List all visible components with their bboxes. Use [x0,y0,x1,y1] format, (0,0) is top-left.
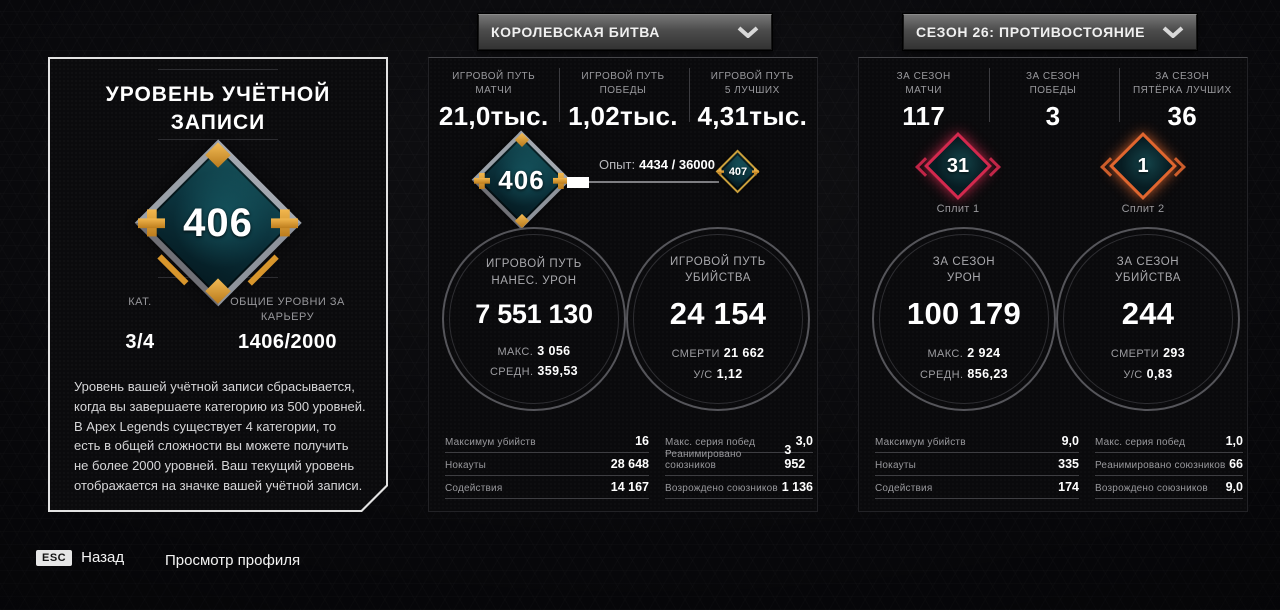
season-top-stats: ЗА СЕЗОН МАТЧИ 117 ЗА СЕЗОН ПОБЕДЫ 3 ЗА … [859,58,1247,133]
table-row: Реанимировано союзников 66 [1095,453,1243,476]
circle-substats: СМЕРТИ 21 662 У/С 1,12 [671,346,765,381]
table-row: Макс. серия побед 3,0 [665,430,813,453]
divider [559,68,560,122]
season-damage-value: 100 179 [906,296,1022,332]
next-level-badge: 407 [716,150,760,194]
current-level-badge: 406 [471,130,572,231]
ranked-split-badge: 31 [924,132,992,200]
category-value: 3/4 [125,331,155,353]
season-kills-value: 244 [1121,296,1175,332]
mode-dropdown-label: КОРОЛЕВСКАЯ БИТВА [491,24,660,40]
season-kills-circle: ЗА СЕЗОН УБИЙСТВА 244 СМЕРТИ 293 У/С 0,83 [1056,227,1240,411]
circle-label: ИГРОВОЙ ПУТЬ НАНЕС. УРОН [486,258,582,287]
divider [1119,68,1120,122]
career-top-stats: ИГРОВОЙ ПУТЬ МАТЧИ 21,0тыс. ИГРОВОЙ ПУТЬ… [429,58,817,133]
account-level-number: 406 [183,200,253,245]
circle-label: ИГРОВОЙ ПУТЬ УБИЙСТВА [670,255,766,285]
divider [689,68,690,122]
badge-gold-cross-icon [751,168,759,176]
circle-substats: МАКС. 3 056 СРЕДН. 359,53 [489,343,579,379]
split-value: 1 [1137,154,1149,177]
split-label: Сплит 1 [936,203,980,215]
ranked-split-2: 1 Сплит 2 [1088,132,1198,215]
table-row: Макс. серия побед 1,0 [1095,430,1243,453]
esc-key-badge: ESC [36,549,73,566]
current-level-number: 406 [498,165,545,195]
stat-wins: ИГРОВОЙ ПУТЬ ПОБЕДЫ 1,02тыс. [568,71,678,131]
table-row: Максимум убийств 16 [445,430,649,453]
chevron-down-icon [737,26,759,38]
stat-wins: ЗА СЕЗОН ПОБЕДЫ 3 [1025,71,1081,131]
table-row: Возрождено союзников 9,0 [1095,476,1243,499]
divider [158,69,278,70]
xp-progress-track [589,181,719,183]
career-stats-table-right: Макс. серия побед 3,0 Реанимировано союзн… [665,430,813,499]
xp-progress-fill [567,177,589,188]
table-row: Содействия 174 [875,476,1079,499]
back-button[interactable]: ESC Назад [36,549,124,566]
next-level-number: 407 [728,166,748,178]
career-levels-value: 1406/2000 [237,331,338,353]
badge-gold-cross-icon [271,209,298,236]
season-damage-circle: ЗА СЕЗОН УРОН 100 179 МАКС. 2 924 СРЕДН. 8… [872,227,1056,411]
stat-matches: ИГРОВОЙ ПУТЬ МАТЧИ 21,0тыс. [438,71,549,131]
season-stats-panel: ЗА СЕЗОН МАТЧИ 117 ЗА СЕЗОН ПОБЕДЫ 3 ЗА … [858,57,1248,512]
season-stats-table-left: Максимум убийств 9,0 Нокауты 335 Содействи… [875,430,1079,499]
season-dropdown[interactable]: СЕЗОН 26: ПРОТИВОСТОЯНИЕ [903,14,1197,50]
table-row: Максимум убийств 9,0 [875,430,1079,453]
badge-gold-cross-icon [717,168,725,176]
mode-dropdown[interactable]: КОРОЛЕВСКАЯ БИТВА [478,14,772,50]
account-level-badge: 406 [138,143,298,303]
table-row: Реанимировано союзников 3 952 [665,443,813,476]
view-profile-button[interactable]: Просмотр профиля [165,552,301,569]
stat-top5: ЗА СЕЗОН ПЯТЁРКА ЛУЧШИХ 36 [1132,71,1232,131]
account-level-title: УРОВЕНЬ УЧЁТНОЙ ЗАПИСИ [105,83,331,135]
stat-top5: ИГРОВОЙ ПУТЬ 5 ЛУЧШИХ 4,31тыс. [697,71,808,131]
account-level-panel-body: УРОВЕНЬ УЧЁТНОЙ ЗАПИСИ 406 КАТ. ОБЩИЕ УР… [50,59,386,510]
split-label: Сплит 2 [1121,203,1165,215]
career-stats-table-left: Максимум убийств 16 Нокауты 28 648 Содейст… [445,430,649,499]
xp-label: Опыт: 4434 / 36000 [599,157,715,172]
badge-gold-cross-icon [552,172,569,189]
career-damage-circle: ИГРОВОЙ ПУТЬ НАНЕС. УРОН 7 551 130 МАКС.… [442,227,626,411]
table-row: Возрождено союзников 1 136 [665,476,813,499]
circle-label: ЗА СЕЗОН УРОН [932,255,996,285]
badge-gold-cross-icon [474,172,491,189]
table-row: Нокауты 28 648 [445,453,649,476]
ranked-split-badge: 1 [1109,132,1177,200]
category-label: КАТ. [128,296,152,308]
circle-label: ЗА СЕЗОН УБИЙСТВА [1114,255,1182,285]
account-level-panel: УРОВЕНЬ УЧЁТНОЙ ЗАПИСИ 406 КАТ. ОБЩИЕ УР… [48,57,388,512]
circle-substats: СМЕРТИ 293 У/С 0,83 [1110,346,1186,381]
circle-substats: МАКС. 2 924 СРЕДН. 856,23 [919,346,1009,381]
career-damage-value: 7 551 130 [475,298,593,329]
split-value: 31 [946,154,970,177]
season-stats-table-right: Макс. серия побед 1,0 Реанимировано союзн… [1095,430,1243,499]
stat-matches: ЗА СЕЗОН МАТЧИ 117 [896,71,951,131]
table-row: Содействия 14 167 [445,476,649,499]
career-levels-label: ОБЩИЕ УРОВНИ ЗА КАРЬЕРУ [230,296,345,323]
table-row: Нокауты 335 [875,453,1079,476]
ranked-split-1: 31 Сплит 1 [903,132,1013,215]
badge-gold-cross-icon [138,209,165,236]
account-level-description: Уровень вашей учётной записи сбрасываетс… [74,379,366,493]
battle-royale-stats-panel: ИГРОВОЙ ПУТЬ МАТЧИ 21,0тыс. ИГРОВОЙ ПУТЬ… [428,57,818,512]
divider [989,68,990,122]
season-dropdown-label: СЕЗОН 26: ПРОТИВОСТОЯНИЕ [916,24,1146,40]
xp-progress-row: 406 Опыт: 4434 / 36000 407 [429,130,817,231]
career-kills-circle: ИГРОВОЙ ПУТЬ УБИЙСТВА 24 154 СМЕРТИ 21 66… [626,227,810,411]
back-label: Назад [81,549,125,566]
chevron-down-icon [1162,26,1184,38]
career-kills-value: 24 154 [669,296,767,332]
